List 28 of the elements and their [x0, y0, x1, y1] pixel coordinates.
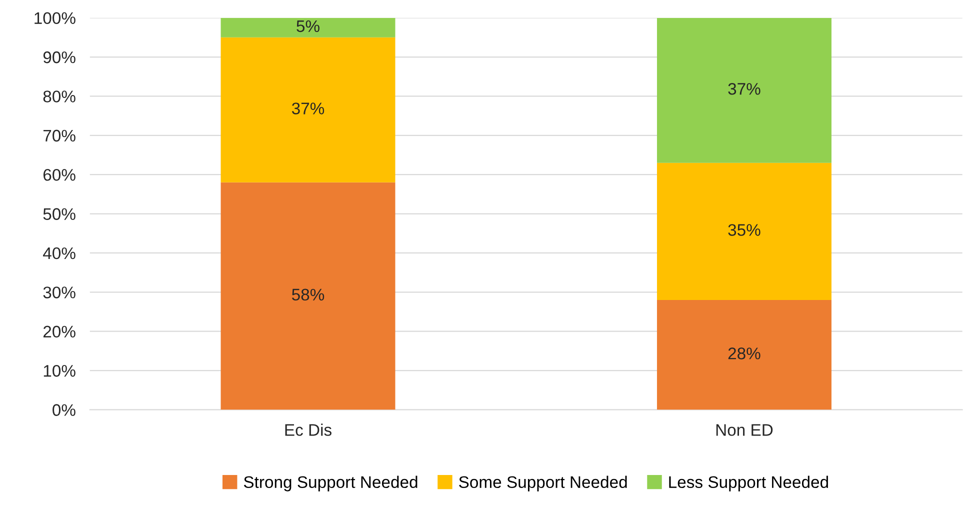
- bar: [656, 300, 832, 410]
- x-tick-label: Non ED: [716, 424, 773, 436]
- y-tick-label: 90%: [43, 51, 76, 64]
- legend-label: Strong Support Needed: [244, 476, 418, 492]
- data-label: 35%: [728, 224, 760, 236]
- data-label: 37%: [728, 82, 760, 95]
- bar: [656, 162, 832, 300]
- data-label: 28%: [728, 348, 760, 360]
- bar: [220, 18, 396, 38]
- data-label: 5%: [296, 20, 320, 32]
- y-tick-label: 0%: [52, 404, 76, 416]
- y-tick-label: 50%: [43, 208, 76, 220]
- y-tick-label: 100%: [34, 12, 76, 24]
- bar: [220, 37, 396, 182]
- data-label: 58%: [292, 288, 324, 301]
- bar: [220, 182, 396, 410]
- data-label: 37%: [292, 102, 324, 114]
- legend-label: Less Support Needed: [669, 476, 828, 492]
- x-tick-label: Ec Dis: [285, 424, 332, 436]
- legend-label: Some Support Needed: [459, 476, 627, 492]
- y-tick-label: 10%: [44, 364, 76, 377]
- y-tick-label: 70%: [43, 130, 76, 142]
- y-tick-label: 80%: [43, 90, 76, 102]
- y-tick-label: 20%: [43, 326, 76, 338]
- bar: [656, 18, 832, 163]
- y-tick-label: 60%: [43, 168, 76, 181]
- y-tick-label: 30%: [43, 286, 76, 298]
- y-tick-label: 40%: [43, 247, 76, 260]
